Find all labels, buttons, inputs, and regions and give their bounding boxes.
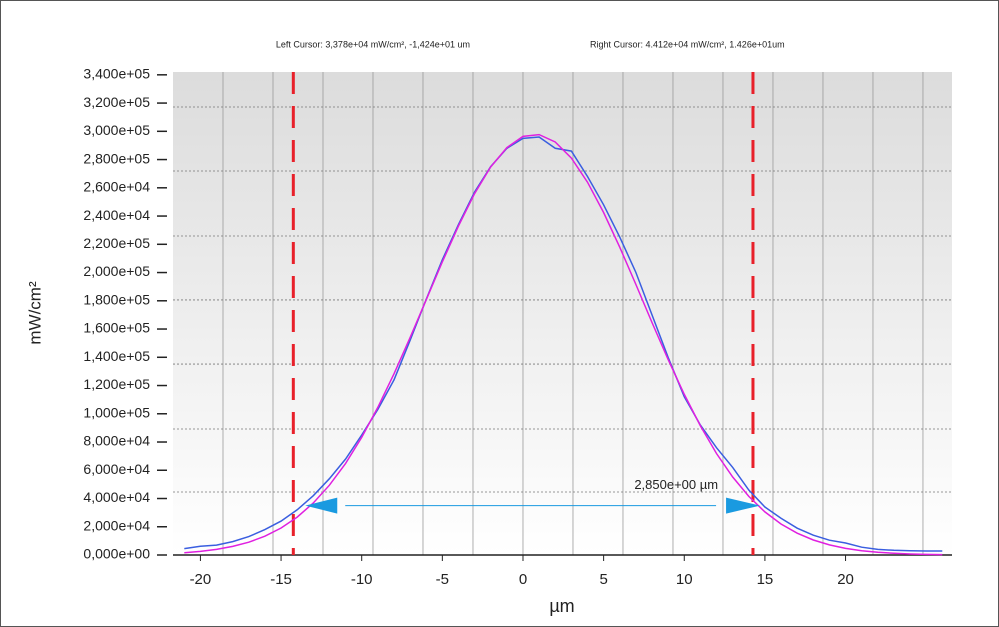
- x-tick-label: 20: [837, 571, 854, 588]
- x-tick-label: 0: [519, 571, 527, 588]
- y-tick-label: 4,000e+04: [83, 489, 150, 505]
- y-tick-label: 2,800e+05: [83, 150, 150, 166]
- cursor-right-text: Right Cursor: 4.412e+04 mW/cm², 1.426e+0…: [590, 39, 785, 49]
- y-tick-label: 0,000e+00: [83, 546, 150, 562]
- y-tick-label: 1,400e+05: [83, 348, 150, 364]
- plot-area: [173, 72, 952, 555]
- x-tick-label: -20: [190, 571, 212, 588]
- x-tick-label: -10: [351, 571, 373, 588]
- x-tick-label: -15: [270, 571, 292, 588]
- x-tick-label: 5: [599, 571, 607, 588]
- y-axis-label: mW/cm²: [25, 281, 44, 345]
- x-tick-label: -5: [436, 571, 449, 588]
- y-tick-label: 2,200e+05: [83, 235, 150, 251]
- x-axis-label: µm: [549, 596, 574, 616]
- y-tick-label: 1,200e+05: [83, 376, 150, 392]
- y-tick-label: 2,000e+05: [83, 263, 150, 279]
- arrow-head: [305, 497, 338, 514]
- y-tick-label: 2,600e+04: [83, 179, 150, 195]
- y-tick-label: 3,200e+05: [83, 94, 150, 110]
- y-tick-label: 2,000e+04: [83, 517, 150, 533]
- arrow-head: [726, 497, 761, 514]
- y-tick-label: 2,400e+04: [83, 207, 150, 223]
- cursor-left-text: Left Cursor: 3,378e+04 mW/cm², -1,424e+0…: [276, 39, 470, 49]
- x-tick-label: 15: [757, 571, 774, 588]
- y-tick-label: 1,000e+05: [83, 404, 150, 420]
- y-tick-label: 1,600e+05: [83, 320, 150, 336]
- y-tick-label: 3,400e+05: [83, 66, 150, 82]
- y-tick-label: 3,000e+05: [83, 122, 150, 138]
- x-tick-label: 10: [676, 571, 693, 588]
- y-tick-label: 1,800e+05: [83, 291, 150, 307]
- width-label: 2,850e+00 µm: [634, 477, 718, 492]
- y-tick-label: 8,000e+04: [83, 433, 150, 449]
- y-tick-label: 6,000e+04: [83, 461, 150, 477]
